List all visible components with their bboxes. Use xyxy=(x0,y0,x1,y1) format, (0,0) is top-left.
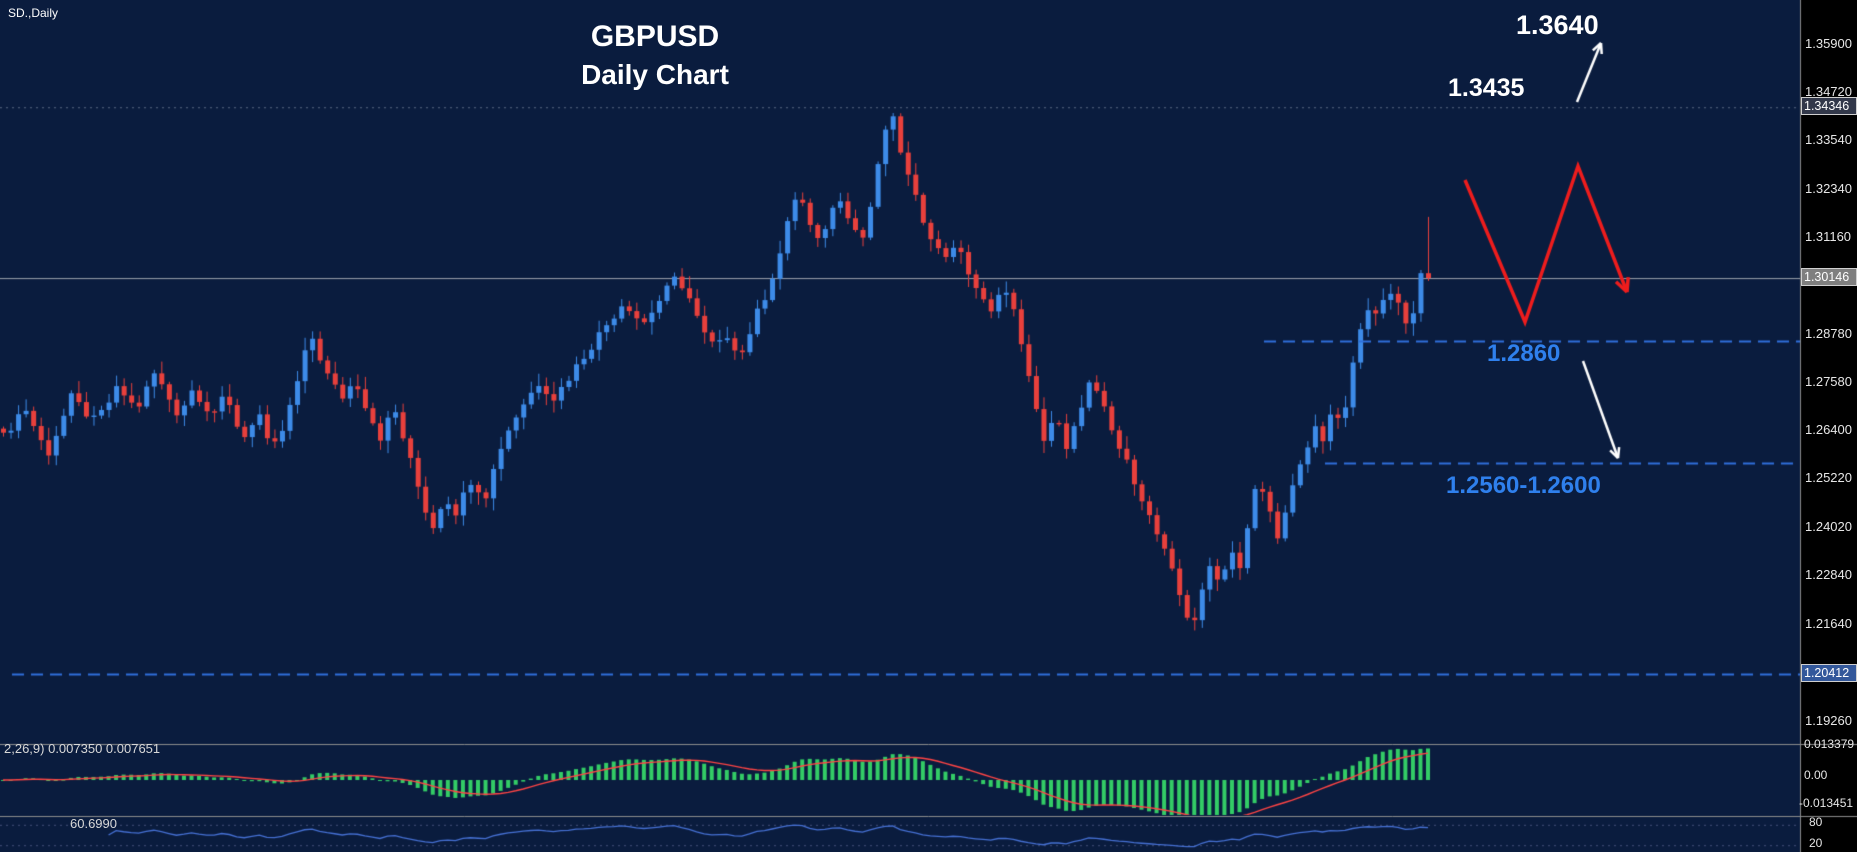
price-tick: 1.33540 xyxy=(1805,132,1852,147)
oscillator-axis-upper: 80 xyxy=(1809,815,1823,829)
chart-title-symbol: GBPUSD xyxy=(590,20,720,53)
price-tag: 1.30146 xyxy=(1801,268,1857,287)
macd-values-label: 2,26,9) 0.007350 0.007651 xyxy=(4,741,161,756)
price-tick: 1.34720 xyxy=(1805,84,1852,99)
price-tick: 1.32340 xyxy=(1805,180,1852,196)
chart-title: GBPUSD Daily Chart xyxy=(470,20,840,91)
macd-axis-min: -0.013451 xyxy=(1799,796,1854,810)
price-tick: 1.24020 xyxy=(1805,519,1852,535)
price-tick: 1.28780 xyxy=(1805,325,1852,341)
price-tick: 1.21640 xyxy=(1805,616,1852,632)
support-level-label: 1.2860 xyxy=(1487,340,1561,367)
chart-title-timeframe: Daily Chart xyxy=(581,58,729,90)
symbol-period-label: SD.,Daily xyxy=(8,6,59,20)
price-tick: 1.25220 xyxy=(1805,470,1852,486)
price-tick: 1.27580 xyxy=(1805,374,1852,390)
price-tick: 1.35900 xyxy=(1805,36,1852,51)
macd-axis-zero: 0.00 xyxy=(1804,768,1828,782)
price-tick: 1.31160 xyxy=(1805,228,1852,244)
support-zone-label: 1.2560-1.2600 xyxy=(1446,472,1601,499)
price-tick: 1.22840 xyxy=(1805,567,1852,583)
target-price-label: 1.3640 xyxy=(1516,10,1599,40)
oscillator-value-label: 60.6990 xyxy=(70,816,117,831)
price-tick: 1.26400 xyxy=(1805,422,1852,438)
price-tag: 1.34346 xyxy=(1801,97,1857,116)
price-tick: 1.19260 xyxy=(1805,712,1852,728)
price-tag: 1.20412 xyxy=(1801,664,1857,683)
oscillator-axis-lower: 20 xyxy=(1809,836,1823,850)
macd-axis-max: 0.013379 xyxy=(1804,737,1855,751)
resistance-price-label: 1.3435 xyxy=(1448,74,1525,102)
